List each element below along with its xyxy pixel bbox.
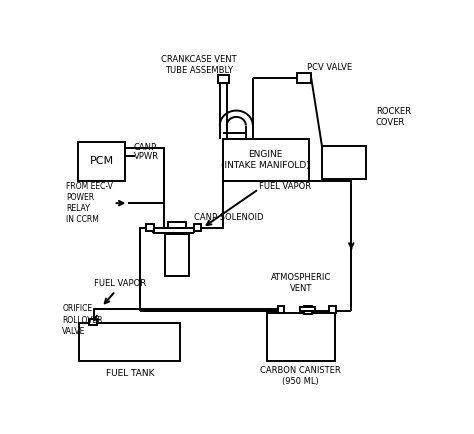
Bar <box>329 306 336 313</box>
Bar <box>300 307 315 311</box>
Text: FUEL VAPOR: FUEL VAPOR <box>94 279 146 288</box>
Bar <box>168 222 186 228</box>
Bar <box>90 319 98 326</box>
Bar <box>165 234 189 276</box>
Text: ORIFICE
ROLLOVER
VALVE: ORIFICE ROLLOVER VALVE <box>62 305 103 335</box>
Bar <box>219 76 228 83</box>
Text: PCV VALVE: PCV VALVE <box>307 62 352 72</box>
Text: FUEL VAPOR: FUEL VAPOR <box>259 182 311 191</box>
Bar <box>303 306 311 314</box>
Bar <box>278 306 284 313</box>
Text: PCM: PCM <box>90 156 114 166</box>
Bar <box>297 73 311 83</box>
Text: CRANKCASE VENT
TUBE ASSEMBLY: CRANKCASE VENT TUBE ASSEMBLY <box>161 55 237 75</box>
Bar <box>78 142 125 181</box>
Bar <box>223 139 309 181</box>
Text: ROCKER
COVER: ROCKER COVER <box>376 107 411 127</box>
Text: FUEL TANK: FUEL TANK <box>106 369 154 378</box>
Text: CARBON CANISTER
(950 ML): CARBON CANISTER (950 ML) <box>260 366 341 386</box>
Bar <box>194 224 201 231</box>
Bar <box>267 313 335 361</box>
Text: CANP: CANP <box>134 143 156 152</box>
Text: CANP SOLENOID: CANP SOLENOID <box>194 213 264 222</box>
Bar <box>146 224 154 231</box>
Text: VPWR: VPWR <box>134 152 158 161</box>
Text: ATMOSPHERIC
VENT: ATMOSPHERIC VENT <box>271 273 331 293</box>
Bar <box>322 146 366 179</box>
Bar <box>80 323 181 361</box>
Text: FROM EEC-V
POWER
RELAY
IN CCRM: FROM EEC-V POWER RELAY IN CCRM <box>66 182 113 224</box>
Text: ENGINE
(INTAKE MANIFOLD): ENGINE (INTAKE MANIFOLD) <box>221 150 310 170</box>
